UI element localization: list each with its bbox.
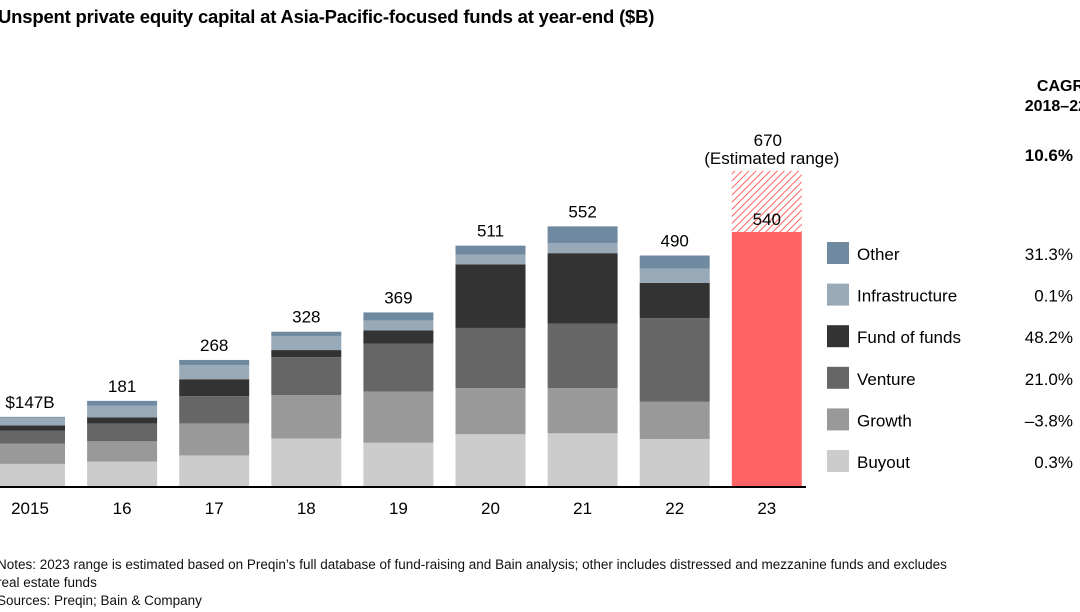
bar-segment-fund-of-funds-19 [363,330,434,344]
bar-segment-buyout-21 [547,433,618,486]
upper-label-23: 670 [754,131,782,150]
bar-segment-buyout-16 [87,461,158,486]
bars [0,170,802,486]
cagr-header-line2: 2018–22 [1025,98,1080,115]
bar-segment-infrastructure-16 [87,405,158,418]
bar-segment-growth-17 [179,423,250,456]
cagr-venture: 21.0% [1025,370,1073,389]
range-label-23: (Estimated range) [704,149,839,168]
notes-line1: Notes: 2023 range is estimated based on … [0,557,947,572]
bar-segment-other-22 [639,255,710,269]
x-tick-label-22: 22 [665,499,684,518]
bar-segment-buyout-18 [271,438,342,486]
bar-segment-growth-2015 [0,443,65,464]
bar-segment-buyout-19 [363,442,434,486]
bar-segment-other-16 [87,400,158,406]
legend-label-infrastructure: Infrastructure [857,287,957,306]
cagr-infrastructure: 0.1% [1034,287,1073,306]
bar-segment-venture-18 [271,357,342,396]
legend-swatch-infrastructure [827,283,849,306]
sources: Sources: Preqin; Bain & Company [0,593,202,608]
x-tick-label-19: 19 [389,499,408,518]
bar-segment-growth-20 [455,388,526,435]
legend-label-growth: Growth [857,411,912,430]
legend-swatch-fund-of-funds [827,325,849,348]
total-label-20: 511 [477,222,504,241]
labels: $147B 2015 181 16 268 17 328 18 369 19 511 20 552 21 4… [5,131,839,518]
bar-segment-fund-of-funds-21 [547,253,618,324]
x-tick-label-21: 21 [573,499,592,518]
bar-segment-fund-of-funds-22 [639,282,710,319]
x-tick-label-2015: 2015 [11,499,49,518]
total-label-22: 490 [661,232,689,251]
bar-segment-growth-21 [547,388,618,434]
legend-swatch-buyout [827,450,849,472]
bar-segment-other-17 [179,359,250,366]
x-tick-label-23: 23 [757,499,776,518]
bar-segment-fund-of-funds-20 [455,264,526,328]
bar-estimate-range-23 [731,170,802,232]
bar-segment-venture-16 [87,423,158,442]
total-label-21: 552 [568,202,596,221]
bar-segment-other-18 [271,331,342,336]
bar-segment-buyout-20 [455,434,526,486]
bar-segment-growth-22 [639,401,710,439]
cagr-buyout: 0.3% [1034,453,1073,472]
bar-segment-infrastructure-20 [455,254,526,265]
bar-segment-buyout-22 [639,438,710,486]
bar-segment-infrastructure-2015 [0,417,65,426]
legend: Other 31.3% Infrastructure 0.1% Fund of fund… [827,242,1073,472]
x-tick-label-20: 20 [481,499,500,518]
bar-segment-other-19 [363,312,434,321]
bar-segment-other-2015 [0,416,65,418]
bar-segment-growth-18 [271,395,342,439]
total-label-18: 328 [292,308,320,327]
bar-segment-other-21 [547,226,618,244]
total-label-17: 268 [200,336,228,355]
bar-estimate-23 [731,232,802,486]
bar-segment-venture-17 [179,396,250,424]
total-label-16: 181 [108,377,136,396]
x-tick-label-17: 17 [205,499,224,518]
total-label-23: 540 [753,210,781,229]
bar-segment-infrastructure-19 [363,320,434,331]
bar-segment-infrastructure-18 [271,335,342,351]
x-tick-label-18: 18 [297,499,316,518]
legend-swatch-other [827,242,849,264]
total-label-2015: $147B [5,393,54,412]
bar-segment-buyout-17 [179,455,250,486]
bar-segment-other-20 [455,245,526,255]
bar-segment-infrastructure-22 [639,268,710,283]
chart-title: Unspent private equity capital at Asia-P… [0,6,655,27]
total-label-19: 369 [384,288,412,307]
bar-segment-fund-of-funds-17 [179,379,250,397]
bar-segment-fund-of-funds-18 [271,350,342,358]
legend-swatch-growth [827,408,849,431]
bar-segment-growth-16 [87,441,158,462]
notes-line2: real estate funds [0,575,97,590]
cagr-header-line1: CAGR [1037,78,1080,95]
x-tick-label-16: 16 [113,499,132,518]
bar-segment-buyout-2015 [0,463,65,486]
legend-label-buyout: Buyout [857,453,910,472]
cagr-other: 31.3% [1025,245,1073,264]
legend-label-fund-of-funds: Fund of funds [857,328,961,347]
bar-segment-venture-2015 [0,430,65,444]
bar-segment-venture-19 [363,343,434,392]
bar-segment-venture-21 [547,323,618,389]
bar-segment-infrastructure-21 [547,243,618,254]
legend-label-other: Other [857,245,900,264]
legend-label-venture: Venture [857,370,916,389]
bar-segment-infrastructure-17 [179,365,250,380]
bar-segment-fund-of-funds-16 [87,417,158,424]
bar-segment-venture-20 [455,327,526,389]
legend-swatch-venture [827,366,849,389]
cagr-total: 10.6% [1025,146,1073,165]
cagr-growth: –3.8% [1025,411,1073,430]
bar-segment-fund-of-funds-2015 [0,425,65,431]
cagr-fund-of-funds: 48.2% [1025,328,1073,347]
bar-segment-venture-22 [639,318,710,402]
bar-segment-growth-19 [363,391,434,443]
